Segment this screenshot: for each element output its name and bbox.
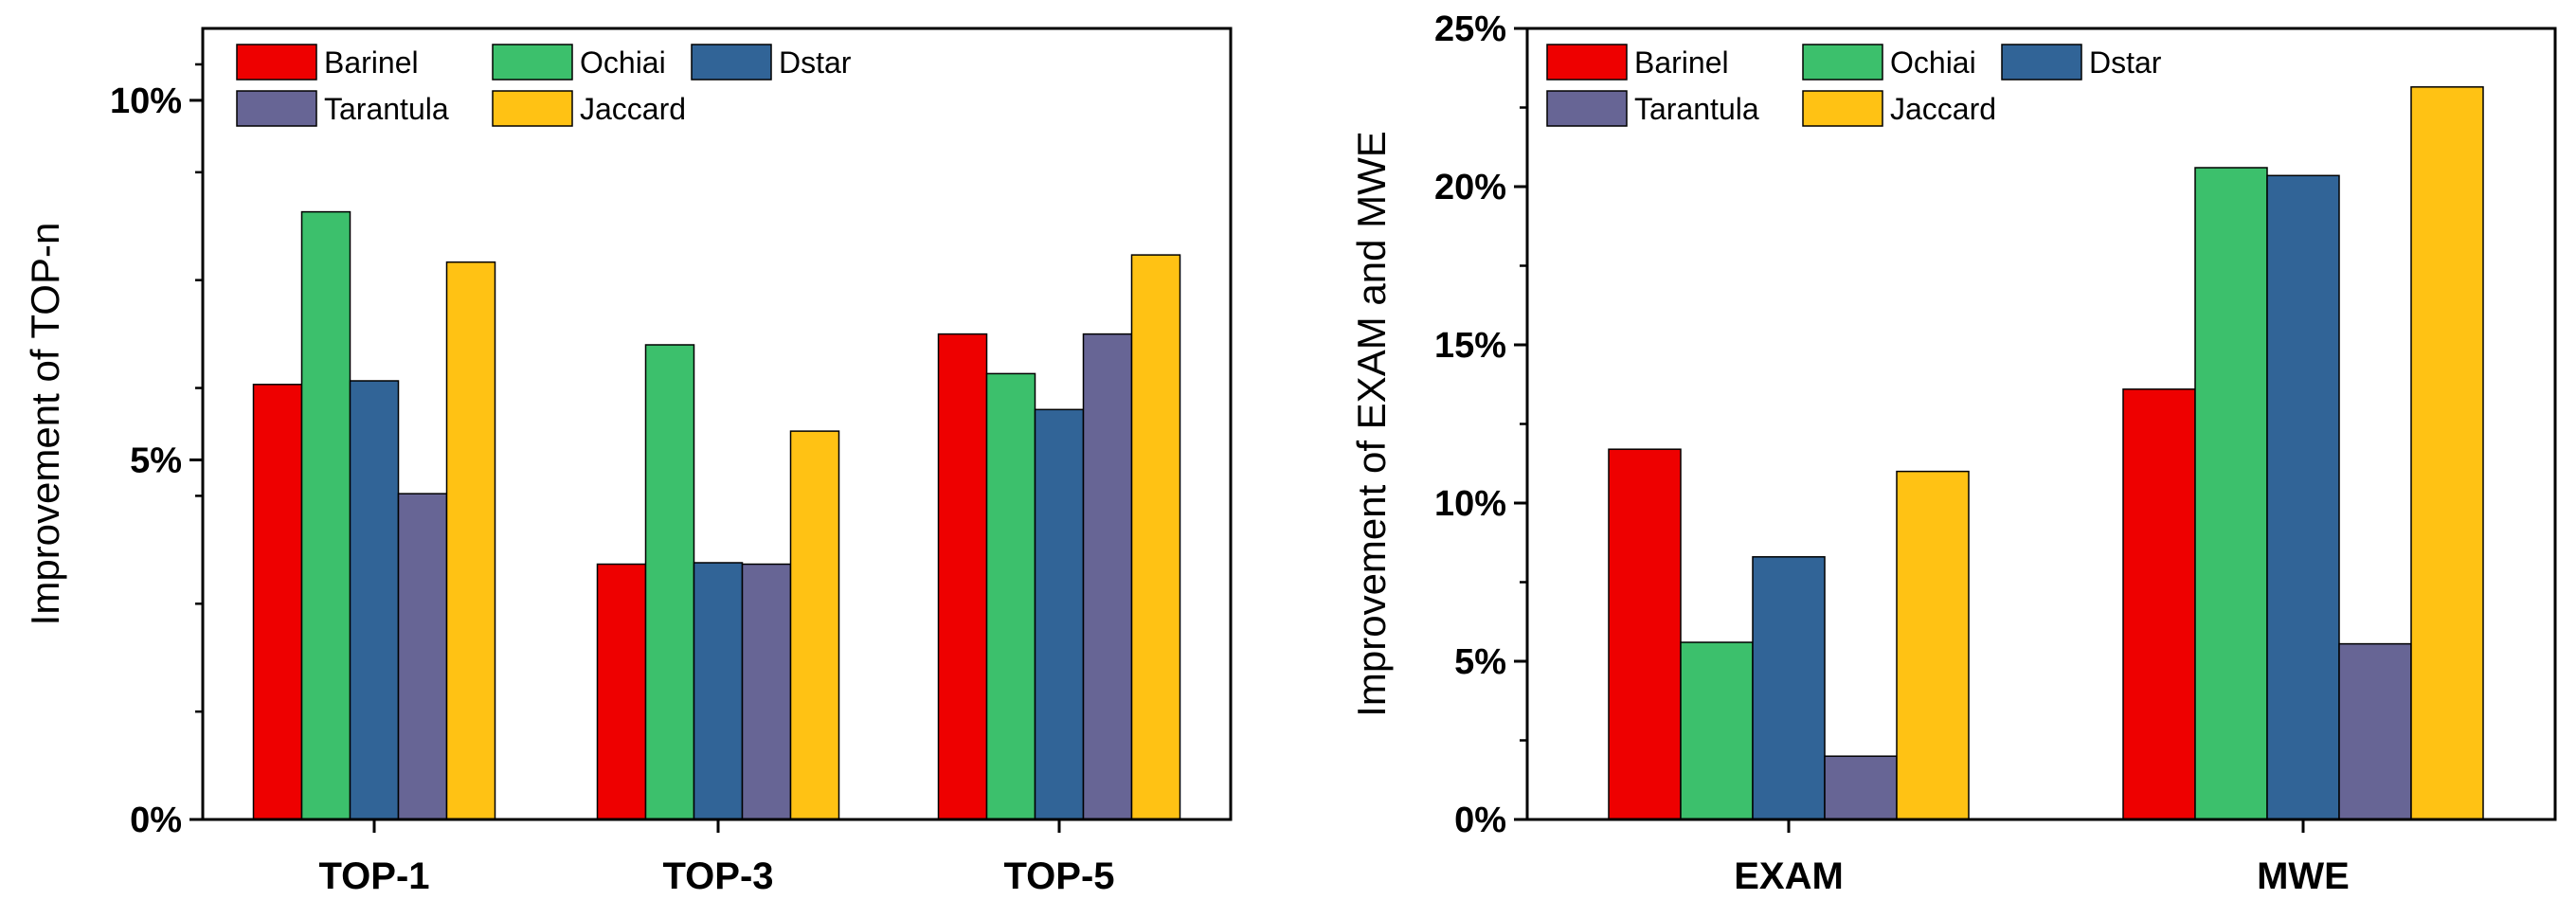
- legend-swatch-barinel: [1546, 44, 1628, 81]
- bar-barinel-top-5: [937, 333, 988, 820]
- legend-swatch-tarantula: [236, 90, 317, 127]
- bar-tarantula-top-5: [1082, 333, 1133, 820]
- legend-label-ochiai: Ochiai: [580, 45, 666, 80]
- x-tick-label: TOP-3: [662, 855, 773, 897]
- bar-tarantula-mwe: [2338, 642, 2412, 820]
- bar-ochiai-exam: [1680, 641, 1754, 820]
- y-tick-label: 0%: [130, 801, 182, 840]
- bar-tarantula-exam: [1824, 755, 1898, 820]
- bar-dstar-exam: [1752, 556, 1826, 820]
- bar-dstar-mwe: [2266, 174, 2340, 820]
- legend-swatch-barinel: [236, 44, 317, 81]
- bar-dstar-top-1: [349, 380, 400, 820]
- legend-label-jaccard: Jaccard: [1890, 92, 1996, 126]
- y-tick-label: 5%: [130, 441, 182, 480]
- bar-ochiai-top-1: [300, 210, 351, 820]
- legend-swatch-dstar: [2001, 44, 2082, 81]
- legend-label-barinel: Barinel: [324, 45, 419, 80]
- y-tick-label: 10%: [110, 81, 182, 121]
- bar-dstar-top-3: [693, 562, 744, 820]
- y-axis-title: Improvement of EXAM and MWE: [1349, 131, 1394, 717]
- legend-label-dstar: Dstar: [779, 45, 852, 80]
- bar-jaccard-mwe: [2410, 86, 2484, 820]
- bar-ochiai-top-3: [644, 344, 695, 820]
- x-tick-label: MWE: [2257, 855, 2350, 897]
- x-tick-label: EXAM: [1734, 855, 1844, 897]
- legend-label-jaccard: Jaccard: [580, 92, 686, 126]
- bar-jaccard-top-1: [445, 261, 496, 820]
- legend-swatch-jaccard: [1802, 90, 1883, 127]
- y-tick-label: 20%: [1434, 168, 1506, 207]
- bar-barinel-mwe: [2122, 388, 2196, 820]
- bar-barinel-top-1: [252, 384, 303, 820]
- legend: Barinel Ochiai Dstar Tarantula Jaccard: [1546, 44, 2162, 127]
- legend-swatch-tarantula: [1546, 90, 1628, 127]
- legend-swatch-dstar: [691, 44, 772, 81]
- legend-swatch-jaccard: [492, 90, 573, 127]
- bar-tarantula-top-1: [397, 493, 448, 820]
- legend-swatch-ochiai: [1802, 44, 1883, 81]
- bar-barinel-top-3: [596, 563, 647, 820]
- bar-jaccard-top-3: [789, 430, 840, 820]
- bar-barinel-exam: [1608, 448, 1682, 820]
- bar-jaccard-exam: [1896, 470, 1970, 820]
- chart-panel-1: 0% 5% 10% TOP-1 TOP-3 TOP-5 Improvement of TOP…: [23, 27, 1233, 897]
- y-tick-label: 15%: [1434, 326, 1506, 366]
- x-tick-label: TOP-1: [318, 855, 429, 897]
- chart-panel-2: 0% 5% 10% 15% 20% 25% EXAM MWE Improvement of EX…: [1349, 9, 2557, 897]
- y-tick-label: 0%: [1454, 801, 1506, 840]
- y-axis-title: Improvement of TOP-n: [23, 223, 67, 626]
- legend: Barinel Ochiai Dstar Tarantula Jaccard: [236, 44, 852, 127]
- legend-label-ochiai: Ochiai: [1890, 45, 1976, 80]
- bar-jaccard-top-5: [1130, 254, 1181, 820]
- legend-label-tarantula: Tarantula: [324, 92, 449, 126]
- bar-ochiai-mwe: [2194, 167, 2268, 820]
- legend-label-tarantula: Tarantula: [1634, 92, 1759, 126]
- y-tick-label: 10%: [1434, 484, 1506, 524]
- x-tick-label: TOP-5: [1003, 855, 1114, 897]
- bar-tarantula-top-3: [741, 563, 792, 820]
- y-tick-label: 5%: [1454, 642, 1506, 682]
- y-tick-label: 25%: [1434, 9, 1506, 49]
- legend-swatch-ochiai: [492, 44, 573, 81]
- bar-dstar-top-5: [1034, 408, 1085, 820]
- legend-label-barinel: Barinel: [1634, 45, 1729, 80]
- bar-ochiai-top-5: [985, 372, 1036, 820]
- legend-label-dstar: Dstar: [2089, 45, 2162, 80]
